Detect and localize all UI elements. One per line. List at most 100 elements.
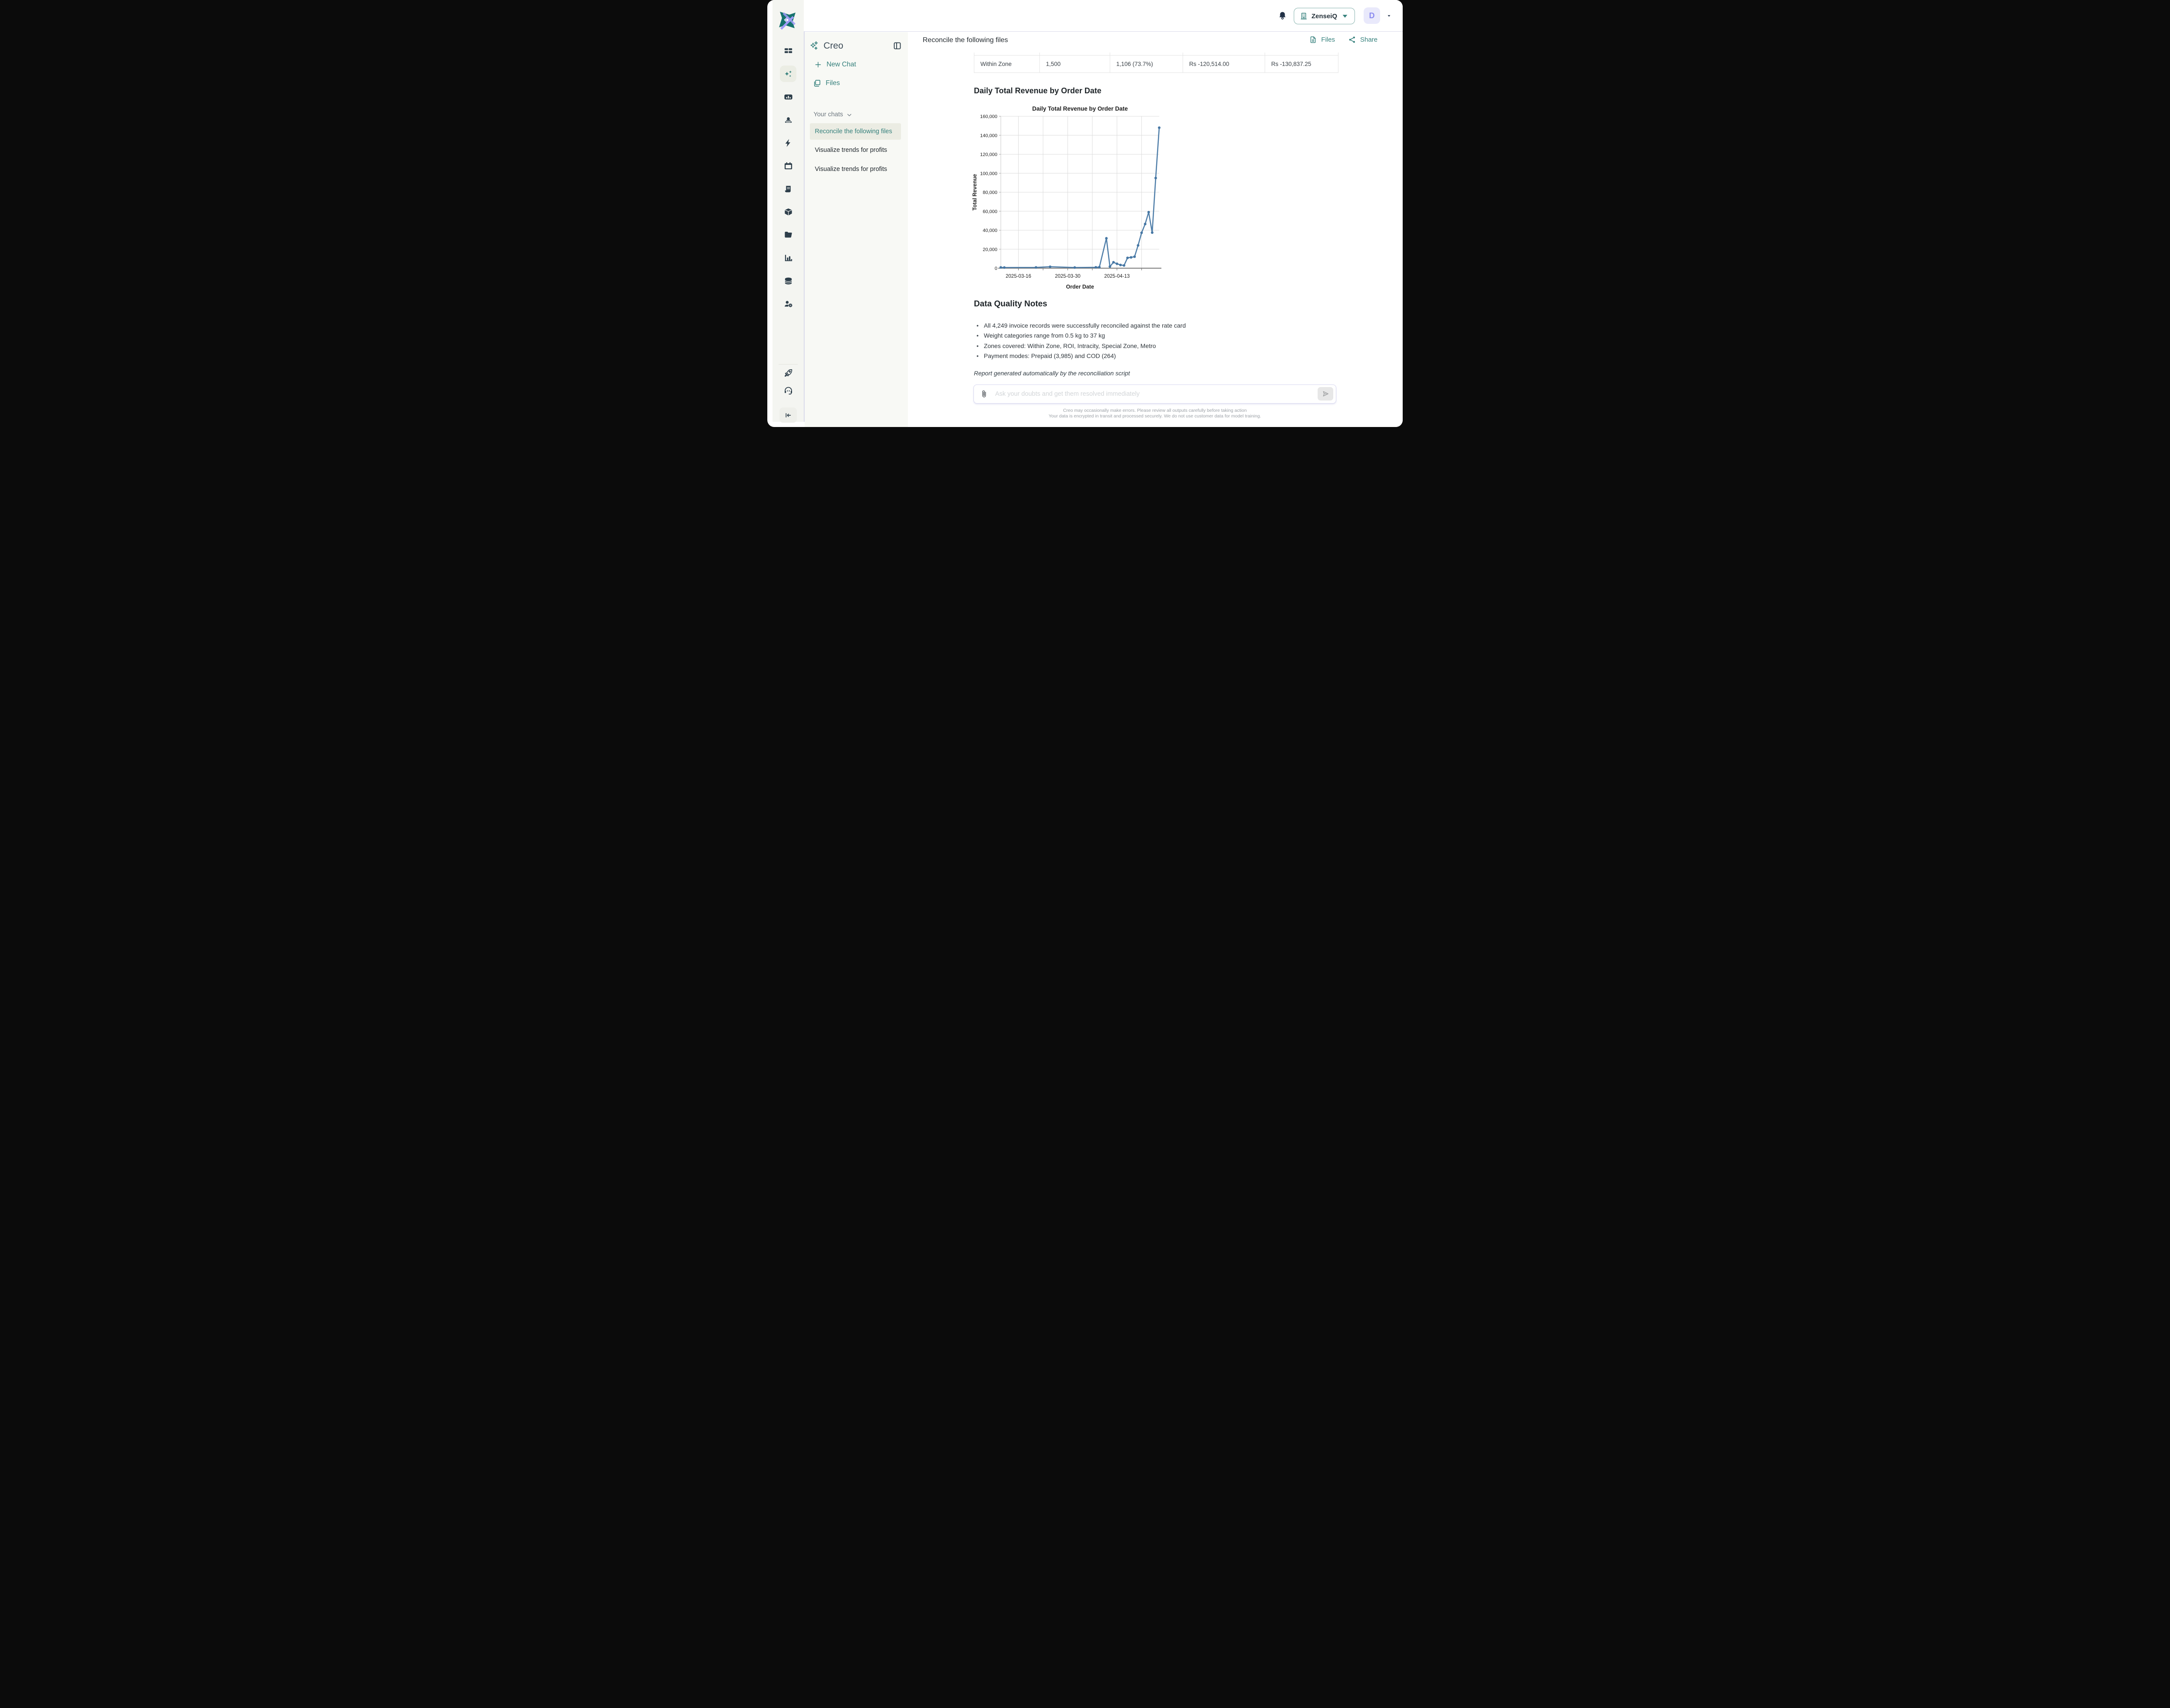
revenue-line-chart: 0 20,000 40,000 60,000 80,000 100,000 120,000 1… (970, 103, 1162, 303)
building-icon (1299, 12, 1308, 20)
person-desk-icon (783, 115, 793, 125)
chat-list-item[interactable]: Visualize trends for profits (815, 146, 888, 154)
panel-header: Creo (809, 38, 902, 54)
database-icon (783, 276, 793, 286)
report-footnote: Report generated automatically by the re… (974, 369, 1130, 377)
document-icon (1309, 36, 1317, 44)
chat-input[interactable] (994, 390, 1318, 398)
panel-toggle-icon[interactable] (893, 41, 902, 50)
main-header: Reconcile the following files Files Shar… (908, 32, 1403, 49)
note-bullet-item: • Payment modes: Prepaid (3,985) and COD … (976, 352, 1116, 359)
disclaimer-text: Creo may occasionally make errors. Pleas… (1049, 407, 1261, 419)
user-gear-icon (783, 299, 793, 309)
calendar-icon (783, 161, 793, 171)
collapse-left-icon (784, 411, 792, 420)
pinwheel-logo-icon[interactable] (777, 10, 798, 30)
app-window: ZenseiQ D Creo New Chat Files Your chats… (767, 0, 1403, 427)
rail-divider (779, 364, 798, 365)
chat-list-item[interactable]: Reconcile the following files (809, 123, 901, 140)
chat-panel: Creo New Chat Files Your chats Reconcile… (804, 32, 908, 427)
rail-item-getting-started[interactable] (780, 365, 796, 381)
files-button[interactable]: Files (1309, 36, 1335, 44)
org-switcher[interactable]: ZenseiQ (1293, 8, 1355, 24)
poll-chart-icon (783, 92, 793, 102)
your-chats-label: Your chats (813, 111, 843, 118)
page-title: Reconcile the following files (923, 36, 1008, 44)
rail-item-data[interactable] (780, 273, 796, 289)
rail-item-calendar[interactable] (780, 158, 796, 174)
panel-files-button[interactable]: Files (813, 79, 840, 88)
table-cell: Rs -120,514.00 (1183, 55, 1265, 73)
table-cell: Rs -130,837.25 (1265, 55, 1338, 73)
file-copy-icon (813, 79, 822, 88)
paperclip-attach-icon[interactable] (980, 390, 988, 398)
svg-text:80,000: 80,000 (983, 190, 997, 195)
top-bar: ZenseiQ D (804, 0, 1403, 32)
rail-item-orders[interactable] (780, 204, 796, 220)
rail-item-contacts[interactable] (780, 112, 796, 128)
report-scroll-area[interactable]: Within Zone 1,500 1,106 (73.7%) Rs -120,514… (908, 49, 1403, 427)
svg-text:120,000: 120,000 (980, 152, 997, 157)
svg-text:2025-03-30: 2025-03-30 (1055, 274, 1081, 279)
rail-item-dashboard[interactable] (780, 43, 796, 59)
share-nodes-icon (1348, 36, 1356, 44)
rail-item-files[interactable] (780, 227, 796, 243)
svg-text:60,000: 60,000 (983, 209, 997, 214)
rocket-icon (783, 368, 793, 378)
table-cell: 1,106 (73.7%) (1110, 55, 1183, 73)
note-bullet-item: • Zones covered: Within Zone, ROI, Intrac… (976, 342, 1156, 349)
sparkles-icon (783, 69, 793, 79)
package-icon (783, 207, 793, 217)
rail-item-reports[interactable] (780, 89, 796, 105)
share-button-label: Share (1360, 36, 1378, 43)
chat-composer (973, 384, 1336, 404)
svg-text:160,000: 160,000 (980, 114, 997, 119)
note-bullet-item: • All 4,249 invoice records were successf… (976, 322, 1186, 329)
send-button[interactable] (1318, 387, 1333, 401)
folder-icon (783, 230, 793, 240)
notes-heading: Data Quality Notes (974, 299, 1047, 309)
data-quality-notes: • All 4,249 invoice records were successf… (976, 321, 1280, 361)
svg-text:2025-03-16: 2025-03-16 (1006, 274, 1031, 279)
bolt-icon (783, 138, 793, 148)
svg-text:40,000: 40,000 (983, 228, 997, 233)
panel-title: Creo (823, 40, 844, 51)
rail-item-creo-assistant[interactable] (780, 66, 796, 82)
table-cell: Within Zone (974, 55, 1040, 73)
notifications-bell-icon[interactable] (1278, 11, 1287, 20)
plus-icon (814, 61, 822, 69)
collapse-sidebar-button[interactable] (779, 407, 797, 423)
rail-item-analytics[interactable] (780, 250, 796, 266)
avatar-chevron-down-icon[interactable] (1387, 13, 1391, 18)
panel-files-label: Files (825, 79, 840, 87)
headset-icon (783, 386, 793, 396)
org-name: ZenseiQ (1311, 12, 1337, 20)
chat-list-item[interactable]: Visualize trends for profits (815, 165, 888, 173)
new-chat-button[interactable]: New Chat (814, 61, 856, 69)
main-area: Reconcile the following files Files Shar… (908, 32, 1403, 427)
rail-item-support[interactable] (780, 382, 796, 399)
rail-panel-divider (804, 0, 805, 422)
reconciliation-table: Within Zone 1,500 1,106 (73.7%) Rs -120,514… (974, 52, 1338, 73)
svg-text:100,000: 100,000 (980, 171, 997, 176)
new-chat-label: New Chat (826, 60, 856, 68)
chart-section-heading: Daily Total Revenue by Order Date (974, 86, 1101, 95)
files-button-label: Files (1321, 36, 1335, 43)
rail-item-user-admin[interactable] (780, 296, 796, 312)
rail-item-automations[interactable] (780, 135, 796, 151)
dashboard-grid-icon (783, 46, 793, 56)
chevron-down-icon (846, 112, 852, 118)
your-chats-toggle[interactable]: Your chats (814, 111, 853, 118)
receipt-icon (783, 184, 793, 194)
chevron-down-icon (1341, 12, 1349, 20)
share-button[interactable]: Share (1348, 36, 1378, 44)
svg-text:Order Date: Order Date (1066, 284, 1094, 290)
send-icon (1322, 390, 1329, 397)
creo-sparkles-icon (809, 40, 820, 51)
svg-text:Total Revenue: Total Revenue (972, 174, 978, 210)
table-row: Within Zone 1,500 1,106 (73.7%) Rs -120,514… (974, 55, 1338, 73)
rail-item-billing[interactable] (780, 181, 796, 197)
table-row-clipped (974, 52, 1338, 55)
svg-text:2025-04-13: 2025-04-13 (1104, 274, 1130, 279)
user-avatar[interactable]: D (1364, 7, 1380, 24)
